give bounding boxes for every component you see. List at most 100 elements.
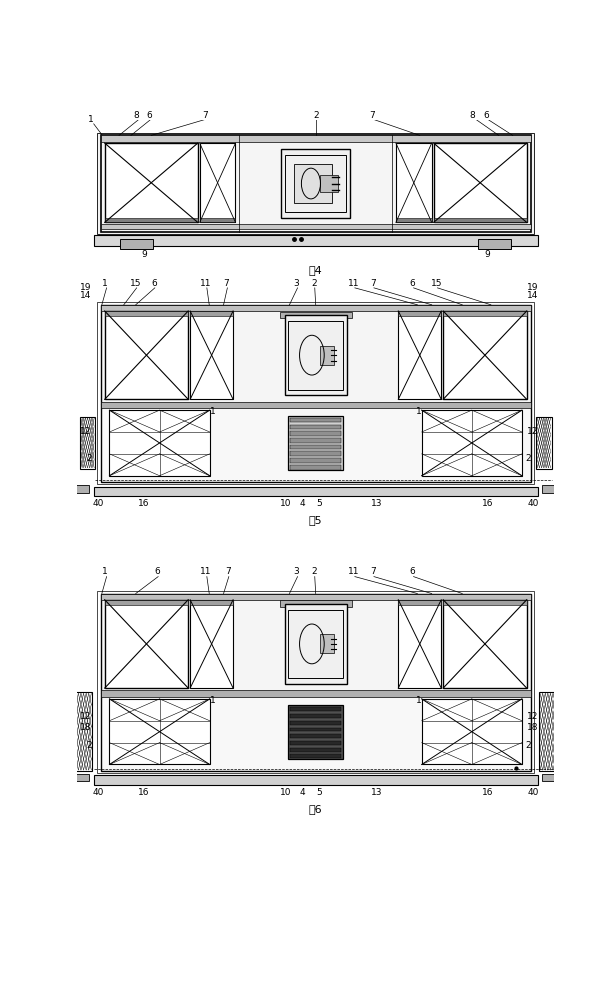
Bar	[290, 445, 341, 449]
Bar	[443, 600, 527, 605]
Text: 14: 14	[527, 291, 538, 300]
Bar	[290, 451, 341, 456]
Bar	[101, 135, 530, 232]
Text: 11: 11	[348, 279, 360, 288]
Bar	[399, 311, 441, 399]
Text: 4: 4	[299, 499, 305, 508]
Text: 10: 10	[280, 499, 292, 508]
Bar	[101, 594, 530, 600]
Bar	[399, 600, 441, 688]
Text: 16: 16	[138, 499, 150, 508]
Bar	[399, 600, 441, 605]
Bar	[422, 699, 522, 764]
Bar	[443, 311, 527, 316]
Text: 4: 4	[299, 788, 305, 797]
Text: 图4: 图4	[309, 265, 323, 275]
Bar	[101, 690, 530, 697]
Bar	[290, 425, 341, 429]
Text: 1: 1	[102, 279, 108, 288]
Bar	[101, 693, 530, 771]
Bar	[290, 438, 341, 443]
Text: 3: 3	[294, 279, 299, 288]
Text: 13: 13	[371, 499, 383, 508]
Text: 2: 2	[525, 741, 531, 750]
Text: 18: 18	[527, 723, 538, 732]
Text: 7: 7	[370, 279, 376, 288]
Text: 16: 16	[482, 499, 493, 508]
Bar	[288, 610, 343, 678]
Text: 2: 2	[312, 279, 317, 288]
Bar	[537, 417, 551, 469]
Bar	[290, 754, 341, 758]
Bar	[200, 143, 235, 222]
Bar	[285, 155, 346, 212]
Text: 9: 9	[485, 250, 490, 259]
Text: 2: 2	[313, 111, 318, 120]
Bar	[290, 465, 341, 470]
Text: 1: 1	[209, 407, 216, 416]
Bar	[294, 164, 333, 203]
Text: 7: 7	[225, 567, 231, 576]
Text: 6: 6	[147, 111, 152, 120]
Text: 1: 1	[416, 696, 422, 705]
Bar	[396, 218, 432, 222]
Text: 9: 9	[141, 250, 147, 259]
Bar	[443, 311, 527, 399]
Bar	[190, 311, 233, 316]
Bar	[94, 235, 538, 246]
Text: 1: 1	[416, 407, 422, 416]
Text: 图5: 图5	[309, 515, 323, 525]
Bar	[288, 321, 343, 390]
Bar	[281, 149, 351, 218]
Text: 2: 2	[525, 454, 531, 463]
Bar	[288, 705, 343, 759]
Bar	[72, 692, 92, 771]
Bar	[290, 707, 341, 711]
Bar	[190, 600, 233, 688]
Text: 16: 16	[482, 788, 493, 797]
Text: 6: 6	[410, 567, 415, 576]
Bar	[94, 775, 538, 785]
Text: 12: 12	[80, 427, 91, 436]
Bar	[434, 143, 527, 222]
Text: 7: 7	[369, 111, 375, 120]
Bar	[288, 416, 343, 470]
Text: 1: 1	[87, 115, 93, 124]
Bar	[396, 143, 432, 222]
Bar	[285, 315, 347, 395]
Text: 图6: 图6	[309, 804, 323, 814]
Bar	[434, 218, 527, 222]
Text: 16: 16	[138, 788, 150, 797]
Bar	[290, 458, 341, 463]
Text: 12: 12	[527, 427, 538, 436]
Text: 14: 14	[80, 291, 91, 300]
Text: 6: 6	[152, 279, 157, 288]
Bar	[543, 774, 559, 781]
Text: 7: 7	[224, 279, 229, 288]
Text: 8: 8	[469, 111, 475, 120]
Bar	[285, 604, 347, 684]
Text: 11: 11	[200, 567, 212, 576]
Bar	[105, 218, 198, 222]
Bar	[290, 741, 341, 745]
Text: 6: 6	[410, 279, 415, 288]
Text: 15: 15	[431, 279, 442, 288]
Text: 3: 3	[294, 567, 299, 576]
Bar	[101, 594, 530, 693]
Bar	[478, 239, 511, 249]
Bar	[105, 311, 188, 399]
Text: 40: 40	[527, 499, 538, 508]
Text: 13: 13	[371, 788, 383, 797]
Text: 40: 40	[93, 499, 104, 508]
Bar	[290, 728, 341, 731]
Text: 5: 5	[316, 499, 322, 508]
Bar	[110, 699, 209, 764]
Text: 40: 40	[93, 788, 104, 797]
Bar	[110, 410, 209, 476]
Bar	[280, 600, 352, 607]
Bar	[539, 692, 559, 771]
Text: 12: 12	[527, 712, 538, 721]
Bar	[120, 239, 153, 249]
Bar	[80, 417, 95, 469]
Text: 1: 1	[209, 696, 216, 705]
